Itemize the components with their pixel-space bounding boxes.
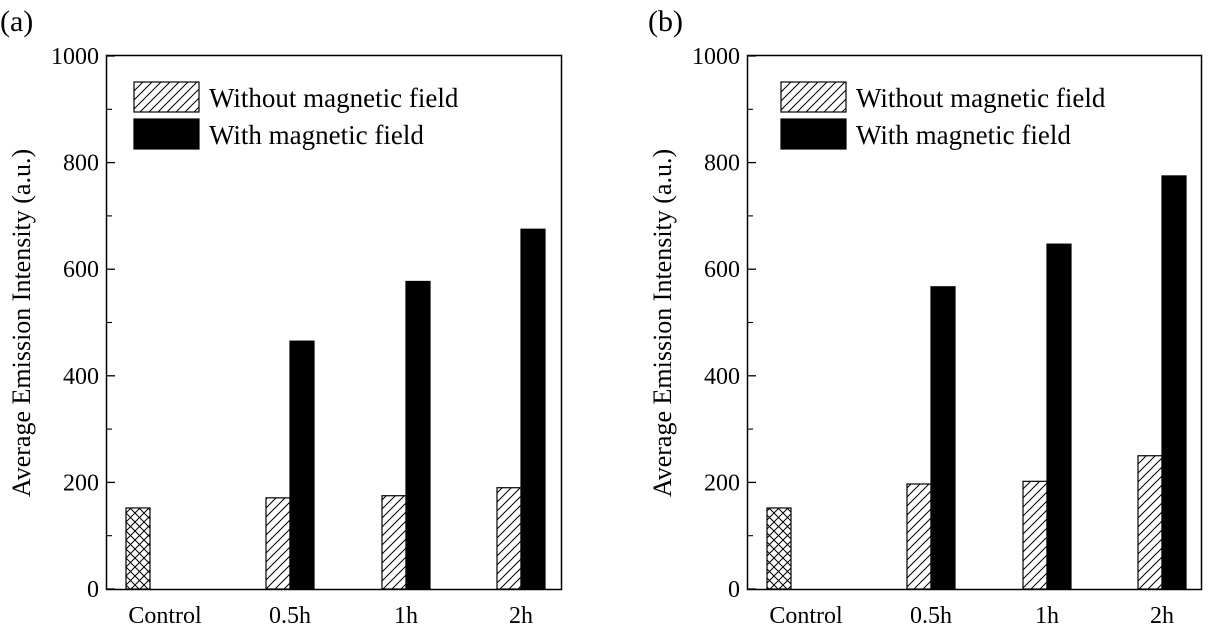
plot-frame-b [746, 54, 1203, 591]
y-tick-label-b-5: 1000 [692, 44, 740, 70]
legend-swatch-without-b [780, 81, 847, 113]
y-tick-label-b-2: 400 [704, 364, 740, 390]
x-tick-label-b-0: Control [769, 603, 843, 629]
y-axis-label-a: Average Emission Intensity (a.u.) [7, 149, 36, 497]
x-ticks-b: Control 0.5h 1h 2h [769, 603, 1174, 629]
y-ticks-b: 0 200 400 600 800 1000 [692, 44, 756, 603]
legend-label-with-a: With magnetic field [209, 120, 424, 150]
x-tick-label-a-3: 2h [509, 603, 533, 629]
y-ticks-a: 0 200 400 600 800 1000 [51, 44, 115, 603]
bar-with-b-3 [1161, 175, 1187, 590]
bar-with-a-3 [520, 228, 546, 590]
x-tick-label-b-1: 0.5h [910, 603, 952, 629]
bars-b [766, 175, 1187, 590]
bar-without-a-2 [381, 495, 407, 590]
x-tick-label-a-2: 1h [394, 603, 418, 629]
x-ticks-a: Control 0.5h 1h 2h [128, 603, 533, 629]
y-tick-label-a-2: 400 [63, 364, 99, 390]
chart-panel-b: (b) Average Emission Intensity (a.u.) 0 2… [648, 5, 1203, 629]
bar-without-a-3 [496, 487, 522, 590]
y-axis-label-b: Average Emission Intensity (a.u.) [648, 149, 677, 497]
legend-label-without-b: Without magnetic field [856, 83, 1106, 113]
x-tick-label-a-1: 0.5h [269, 603, 311, 629]
panel-label-a: (a) [0, 5, 33, 38]
y-tick-label-a-0: 0 [87, 577, 99, 603]
bar-with-b-2 [1046, 243, 1072, 590]
bar-without-b-1 [906, 483, 932, 590]
bar-with-a-1 [289, 340, 315, 590]
legend-swatch-without-a [133, 81, 200, 113]
legend-label-without-a: Without magnetic field [209, 83, 459, 113]
bar-without-b-3 [1137, 455, 1163, 590]
legend-swatch-with-b [780, 118, 847, 150]
bar-control-b [766, 507, 792, 590]
legend-label-with-b: With magnetic field [856, 120, 1071, 150]
panel-label-b: (b) [648, 5, 683, 38]
chart-panel-a: (a) Average Emission Intensity (a.u.) 0 2… [0, 5, 563, 629]
legend-b: Without magnetic field With magnetic fie… [780, 81, 1106, 150]
y-tick-label-b-0: 0 [728, 577, 740, 603]
bar-with-b-1 [930, 286, 956, 590]
y-tick-label-b-1: 200 [704, 470, 740, 496]
y-tick-label-a-3: 600 [63, 257, 99, 283]
bars-a [125, 228, 546, 590]
y-tick-label-a-4: 800 [63, 151, 99, 177]
bar-without-a-1 [265, 497, 291, 590]
plot-frame-a [105, 54, 563, 591]
y-tick-label-b-4: 800 [704, 151, 740, 177]
y-tick-label-b-3: 600 [704, 257, 740, 283]
bar-without-b-2 [1022, 480, 1048, 590]
x-tick-label-b-3: 2h [1150, 603, 1174, 629]
bar-with-a-2 [405, 280, 431, 590]
y-tick-label-a-5: 1000 [51, 44, 99, 70]
y-tick-label-a-1: 200 [63, 470, 99, 496]
legend-swatch-with-a [133, 118, 200, 150]
bar-control-a [125, 507, 151, 590]
x-tick-label-a-0: Control [128, 603, 202, 629]
legend-a: Without magnetic field With magnetic fie… [133, 81, 459, 150]
x-tick-label-b-2: 1h [1035, 603, 1059, 629]
